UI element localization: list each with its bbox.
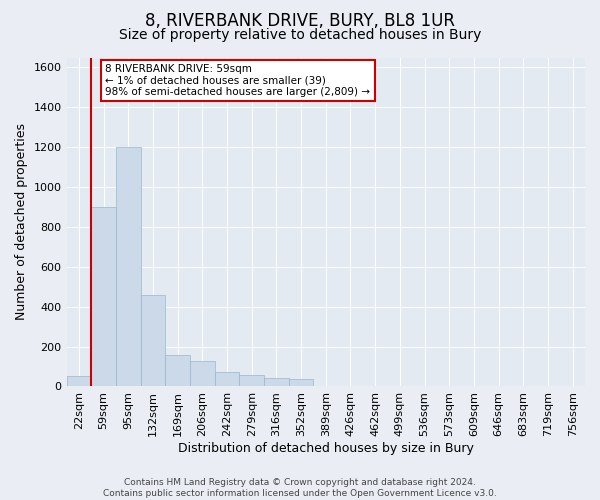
Bar — [165, 354, 190, 386]
Bar — [116, 147, 140, 386]
Bar — [239, 376, 264, 386]
Text: 8, RIVERBANK DRIVE, BURY, BL8 1UR: 8, RIVERBANK DRIVE, BURY, BL8 1UR — [145, 12, 455, 30]
Bar — [140, 294, 165, 386]
Bar — [91, 207, 116, 386]
Text: 8 RIVERBANK DRIVE: 59sqm
← 1% of detached houses are smaller (39)
98% of semi-de: 8 RIVERBANK DRIVE: 59sqm ← 1% of detache… — [106, 64, 370, 98]
X-axis label: Distribution of detached houses by size in Bury: Distribution of detached houses by size … — [178, 442, 474, 455]
Y-axis label: Number of detached properties: Number of detached properties — [15, 124, 28, 320]
Bar — [67, 376, 91, 386]
Bar — [264, 378, 289, 386]
Bar — [289, 380, 313, 386]
Bar — [215, 372, 239, 386]
Text: Size of property relative to detached houses in Bury: Size of property relative to detached ho… — [119, 28, 481, 42]
Bar — [190, 360, 215, 386]
Text: Contains HM Land Registry data © Crown copyright and database right 2024.
Contai: Contains HM Land Registry data © Crown c… — [103, 478, 497, 498]
